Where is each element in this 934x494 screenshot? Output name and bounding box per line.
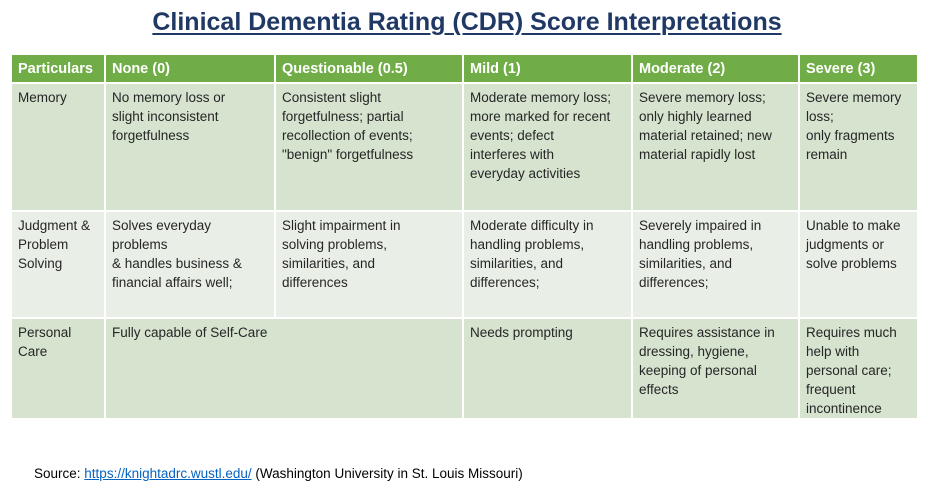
table-row-personal-care: Personal Care Fully capable of Self-Care… xyxy=(10,317,919,420)
cell-personal-particular: Personal Care xyxy=(10,317,106,420)
cell-memory-particular: Memory xyxy=(10,82,106,212)
header-none: None (0) xyxy=(104,53,276,84)
cell-judgment-questionable: Slight impairment in solving problems, s… xyxy=(274,210,464,319)
source-label: Source: xyxy=(34,466,81,481)
cell-memory-questionable: Consistent slight forgetfulness; partial… xyxy=(274,82,464,212)
cell-judgment-none: Solves everyday problems & handles busin… xyxy=(104,210,276,319)
header-questionable: Questionable (0.5) xyxy=(274,53,464,84)
cell-personal-severe: Requires much help with personal care; f… xyxy=(798,317,919,420)
source-suffix: (Washington University in St. Louis Miss… xyxy=(255,466,523,481)
cell-judgment-moderate: Severely impaired in handling problems, … xyxy=(631,210,800,319)
table-header-row: Particulars None (0) Questionable (0.5) … xyxy=(10,53,919,84)
header-severe: Severe (3) xyxy=(798,53,919,84)
source-link[interactable]: https://knightadrc.wustl.edu/ xyxy=(84,466,252,481)
cell-personal-mild: Needs prompting xyxy=(462,317,633,420)
page-title: Clinical Dementia Rating (CDR) Score Int… xyxy=(152,8,782,36)
cell-memory-mild: Moderate memory loss; more marked for re… xyxy=(462,82,633,212)
cell-memory-moderate: Severe memory loss; only highly learned … xyxy=(631,82,800,212)
cell-personal-none-questionable: Fully capable of Self-Care xyxy=(104,317,464,420)
cell-personal-moderate: Requires assistance in dressing, hygiene… xyxy=(631,317,800,420)
table-row-memory: Memory No memory loss or slight inconsis… xyxy=(10,82,919,212)
header-moderate: Moderate (2) xyxy=(631,53,800,84)
table-row-judgment: Judgment & Problem Solving Solves everyd… xyxy=(10,210,919,319)
header-mild: Mild (1) xyxy=(462,53,633,84)
cell-judgment-particular: Judgment & Problem Solving xyxy=(10,210,106,319)
cell-memory-none: No memory loss or slight inconsistent fo… xyxy=(104,82,276,212)
header-particulars: Particulars xyxy=(10,53,106,84)
cell-judgment-mild: Moderate difficulty in handling problems… xyxy=(462,210,633,319)
cell-judgment-severe: Unable to make judgments or solve proble… xyxy=(798,210,919,319)
source-note: Source: https://knightadrc.wustl.edu/ (W… xyxy=(34,466,523,481)
cell-memory-severe: Severe memory loss; only fragments remai… xyxy=(798,82,919,212)
cdr-score-table: Particulars None (0) Questionable (0.5) … xyxy=(10,53,919,420)
